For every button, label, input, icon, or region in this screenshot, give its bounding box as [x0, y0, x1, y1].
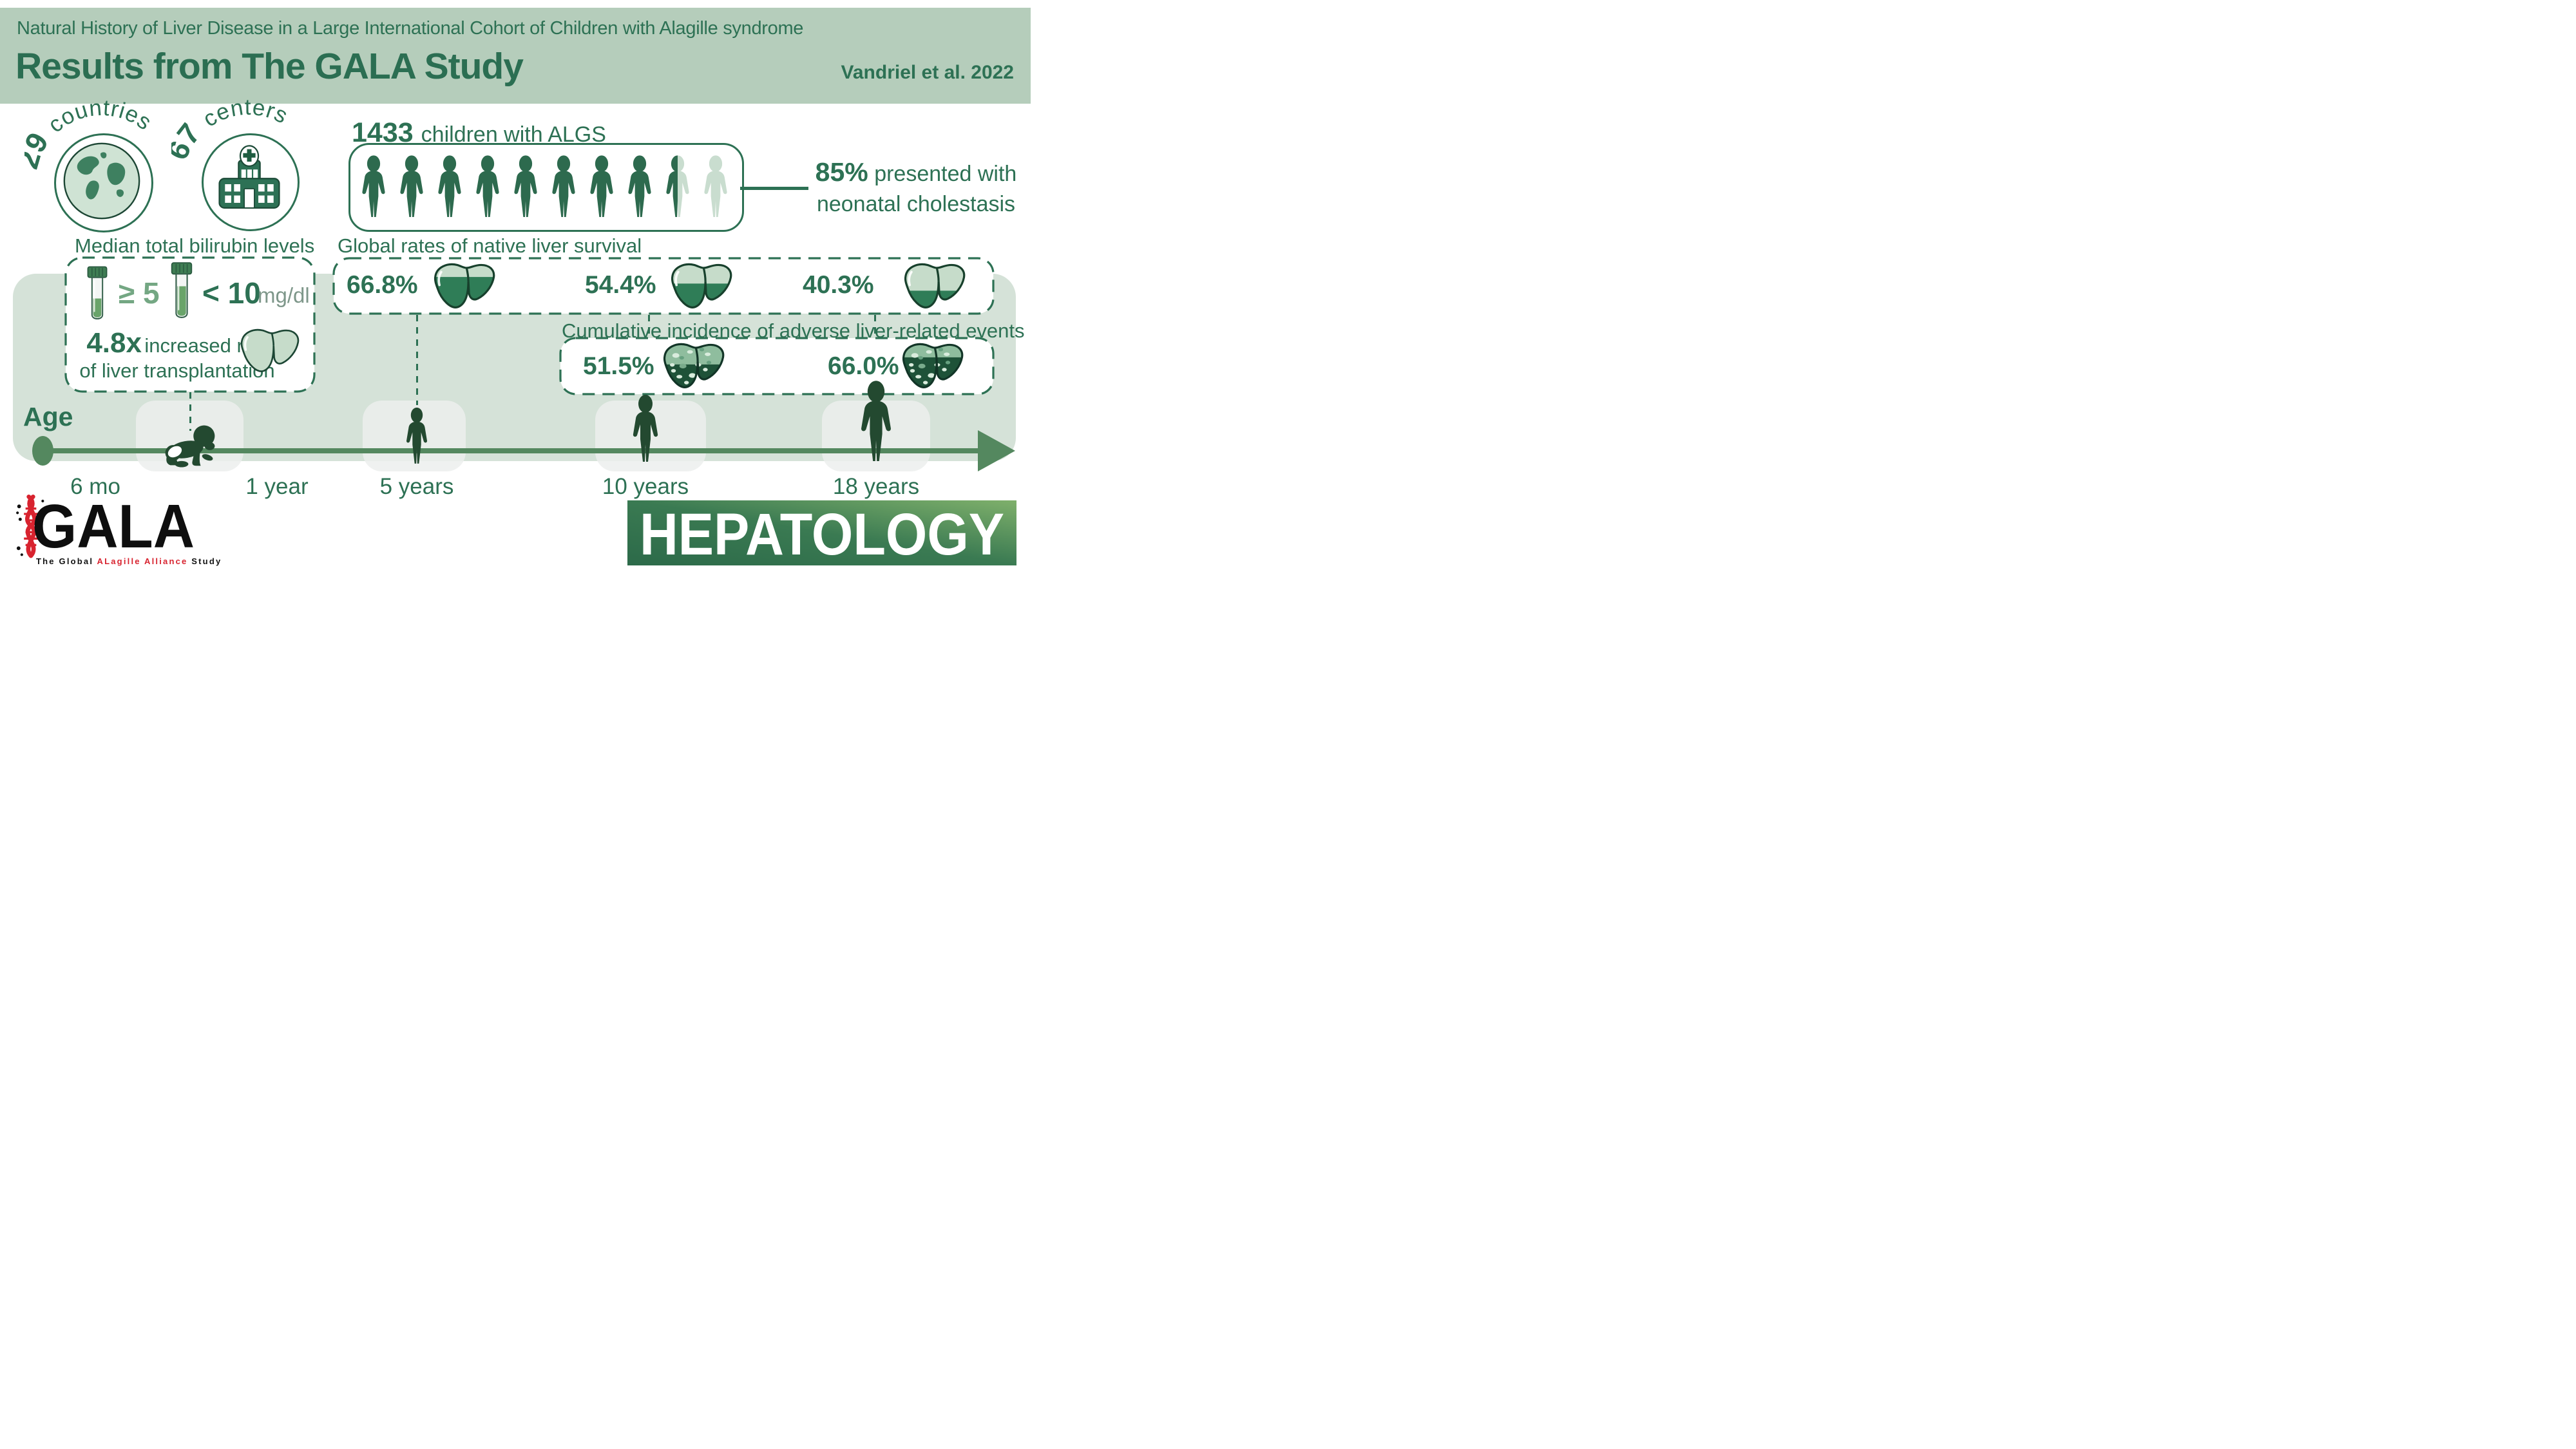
- test-tube-icon: [171, 262, 193, 318]
- person-icon: [435, 153, 464, 222]
- centers-arc-label: 67 centers: [171, 97, 292, 164]
- child-5y-icon: [403, 407, 430, 466]
- header-band: [0, 8, 1031, 104]
- journal-banner: HEPATOLOGY: [627, 500, 1016, 565]
- survival-value-0: 66.8%: [347, 271, 418, 299]
- person-icon: [625, 153, 654, 222]
- liver-icon-filled: [904, 263, 966, 308]
- cholestasis-connector-line: [740, 187, 808, 190]
- dna-helix-icon: [16, 495, 44, 558]
- svg-text:GALA: GALA: [32, 496, 195, 558]
- liver-icon-filled: [671, 263, 732, 308]
- countries-value: 29: [24, 127, 55, 173]
- timeline-tick-18years: 18 years: [832, 474, 920, 499]
- bilirubin-title: Median total bilirubin levels: [75, 234, 315, 257]
- timeline-arrowhead-icon: [978, 430, 1015, 471]
- timeline-tick-5years: 5 years: [379, 474, 454, 499]
- survival-box: 66.8% 54.4% 40.3%: [332, 257, 995, 315]
- child-10y-icon: [629, 394, 662, 465]
- bilirubin-unit: mg/dl: [258, 283, 310, 307]
- person-icon: [473, 153, 502, 222]
- gala-acronym: GALA: [32, 496, 195, 558]
- citation: Vandriel et al. 2022: [841, 62, 1015, 83]
- tagline-post: Study: [187, 556, 222, 566]
- tagline-highlight: ALagille Alliance: [97, 556, 188, 566]
- risk-text-2: of liver transplantation: [79, 359, 275, 382]
- diseased-liver-icon: [902, 343, 964, 388]
- dashed-connector-1year: [189, 392, 191, 431]
- age-axis-label: Age: [23, 402, 73, 431]
- bilirubin-box: ≥ 5 < 10 mg/dl 4.8x increased risk of li…: [64, 256, 316, 393]
- person-icon: [397, 153, 426, 222]
- teen-18y-icon: [857, 380, 895, 465]
- person-icon-half: [663, 153, 692, 222]
- liver-icon-filled: [434, 263, 495, 308]
- gala-tagline: The Global ALagille Alliance Study: [36, 556, 222, 566]
- dashed-connector-5years: [416, 315, 418, 405]
- test-tube-icon: [87, 266, 108, 320]
- timeline-tick-1year: 1 year: [245, 474, 309, 499]
- centers-label: centers: [198, 97, 292, 132]
- person-icon: [587, 153, 616, 222]
- cohort-heading: 1433 children with ALGS: [352, 117, 606, 149]
- svg-text:29 countries: 29 countries: [24, 97, 157, 173]
- globe-icon: [63, 142, 140, 220]
- svg-text:67 centers: 67 centers: [171, 97, 292, 164]
- adverse-value-0: 51.5%: [583, 352, 654, 380]
- adverse-box: 51.5% 66.0%: [559, 337, 995, 395]
- person-icon-light: [701, 153, 730, 222]
- timeline-axis: [37, 448, 979, 453]
- cholestasis-text-1: presented with: [874, 162, 1017, 186]
- countries-label: countries: [43, 97, 157, 138]
- survival-value-1: 54.4%: [585, 271, 656, 299]
- cohort-label: children with ALGS: [421, 122, 606, 147]
- tagline-pre: The Global: [36, 556, 97, 566]
- bilirubin-lt-value: < 10: [202, 276, 261, 310]
- paper-subtitle: Natural History of Liver Disease in a La…: [17, 18, 804, 39]
- survival-title: Global rates of native liver survival: [338, 234, 642, 257]
- risk-value: 4.8x: [86, 327, 142, 359]
- infographic-canvas: Natural History of Liver Disease in a La…: [0, 0, 1031, 580]
- gala-logo: GALA: [10, 493, 216, 571]
- baby-crawling-icon: [165, 425, 215, 468]
- bilirubin-ge-value: ≥ 5: [119, 276, 160, 310]
- survival-value-2: 40.3%: [803, 271, 874, 299]
- page-title: Results from The GALA Study: [15, 46, 524, 87]
- timeline-tick-10years: 10 years: [602, 474, 689, 499]
- cholestasis-text-2: neonatal cholestasis: [816, 192, 1016, 216]
- countries-arc-label: 29 countries: [24, 97, 157, 173]
- person-icon: [549, 153, 578, 222]
- hospital-icon: [218, 145, 280, 209]
- cholestasis-value: 85%: [815, 157, 868, 187]
- cohort-pictogram-box: [348, 143, 744, 232]
- person-icon: [511, 153, 540, 222]
- person-icon: [359, 153, 388, 222]
- journal-name: HEPATOLOGY: [640, 502, 1004, 565]
- transplant-risk: 4.8x increased risk of liver transplanta…: [71, 327, 283, 383]
- adverse-value-1: 66.0%: [828, 352, 899, 380]
- timeline-tick-6mo: 6 mo: [70, 474, 120, 499]
- centers-value: 67: [171, 117, 207, 165]
- liver-icon-light: [240, 328, 300, 372]
- diseased-liver-icon: [663, 343, 725, 388]
- cholestasis-stat: 85% presented with neonatal cholestasis: [806, 157, 1026, 220]
